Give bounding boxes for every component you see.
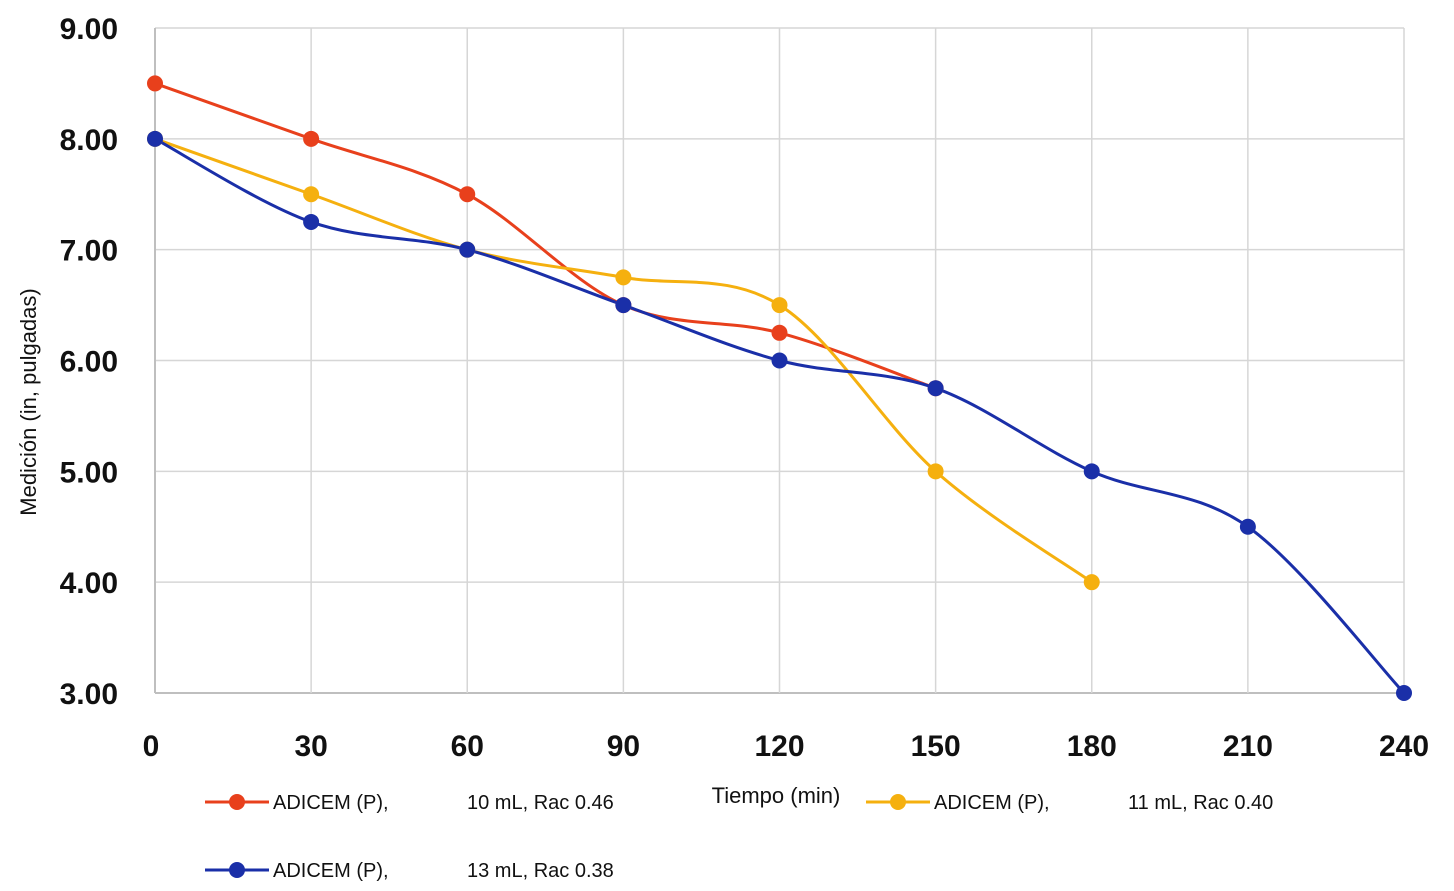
series-2-point-5: [771, 297, 788, 314]
y-tick-label: 5.00: [60, 456, 118, 489]
series-3-point-1: [147, 130, 163, 147]
y-tick-label: 4.00: [60, 567, 118, 600]
series-3-point-7: [1083, 463, 1100, 480]
series-2-point-6: [927, 463, 944, 480]
x-axis-title: Tiempo (min): [712, 783, 841, 808]
series-3-point-9: [1396, 685, 1412, 701]
series-2-point-4: [615, 269, 632, 286]
legend-entry-3: ADICEM (P), 13 mL, Rac 0.38: [205, 860, 614, 882]
series-1-point-5: [771, 324, 788, 341]
x-tick-label: 120: [754, 730, 804, 763]
series-1-point-2: [303, 130, 320, 147]
legend-detail-2: 11 mL, Rac 0.40: [1128, 792, 1273, 814]
y-axis-title: Medición (in, pulgadas): [16, 288, 41, 515]
x-tick-label: 0: [143, 730, 160, 763]
legend-entry-1: ADICEM (P), 10 mL, Rac 0.46: [205, 792, 614, 814]
y-tick-label: 9.00: [60, 13, 118, 46]
y-tick-label: 7.00: [60, 235, 118, 268]
y-tick-label: 3.00: [60, 678, 118, 711]
series-points: [147, 75, 1412, 701]
y-tick-label: 8.00: [60, 124, 118, 157]
series-2-point-2: [303, 186, 320, 203]
series-1-point-1: [147, 75, 163, 92]
x-tick-label: 90: [607, 730, 640, 763]
legend-name-1: ADICEM (P),: [273, 792, 389, 814]
x-tick-labels: 0 30 60 90 120 150 180 210 240: [143, 730, 1429, 763]
y-tick-labels: 3.00 4.00 5.00 6.00 7.00 8.00 9.00: [60, 13, 118, 711]
series-line-3: [153, 137, 1406, 695]
legend: ADICEM (P), 10 mL, Rac 0.46 ADICEM (P), 11 …: [205, 792, 1273, 882]
x-tick-label: 180: [1067, 730, 1117, 763]
y-tick-label: 6.00: [60, 346, 118, 379]
series-3-point-2: [303, 213, 320, 230]
x-tick-label: 240: [1379, 730, 1429, 763]
series-3-point-6: [927, 380, 944, 397]
legend-marker-1: [229, 794, 245, 810]
series-3-point-8: [1239, 518, 1256, 535]
legend-entry-2: ADICEM (P), 11 mL, Rac 0.40: [866, 792, 1273, 814]
series-3-point-5: [771, 352, 788, 369]
legend-marker-2: [890, 794, 906, 810]
series-3-point-3: [459, 241, 476, 258]
legend-detail-3: 13 mL, Rac 0.38: [467, 860, 614, 882]
x-tick-label: 30: [294, 730, 327, 763]
series-line-1: [153, 81, 938, 390]
x-tick-label: 210: [1223, 730, 1273, 763]
series-2-point-7: [1083, 574, 1100, 591]
legend-name-3: ADICEM (P),: [273, 860, 389, 882]
legend-name-2: ADICEM (P),: [934, 792, 1050, 814]
x-tick-label: 60: [451, 730, 484, 763]
x-tick-label: 150: [911, 730, 961, 763]
legend-detail-1: 10 mL, Rac 0.46: [467, 792, 614, 814]
series-1-point-3: [459, 186, 476, 203]
legend-marker-3: [229, 862, 245, 878]
series-3-point-4: [615, 297, 632, 314]
